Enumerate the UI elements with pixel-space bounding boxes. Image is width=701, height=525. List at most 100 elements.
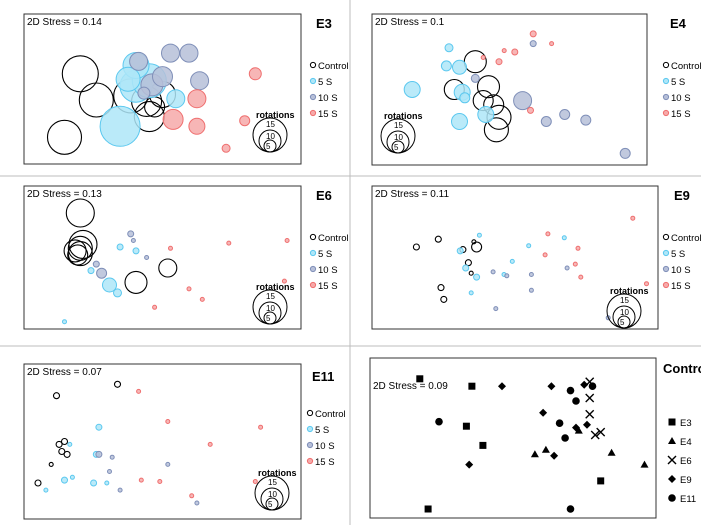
- point-s5: [87, 267, 95, 275]
- legend-marker-s15: [662, 109, 670, 117]
- size-legend-value: 5: [268, 500, 273, 509]
- point-control: [464, 259, 472, 267]
- legend-marker-s10: [662, 93, 670, 101]
- point-s5: [477, 106, 495, 123]
- point-s5: [113, 288, 122, 298]
- size-legend-value: 15: [268, 478, 277, 487]
- point-e3: [424, 505, 432, 513]
- point-control: [60, 437, 69, 446]
- legend-label-control: Control: [671, 61, 701, 72]
- point-s5: [473, 273, 481, 281]
- point-s10: [161, 43, 180, 63]
- stress-label: 2D Stress = 0.1: [375, 17, 445, 28]
- point-e11: [555, 419, 564, 428]
- point-control: [471, 241, 483, 253]
- size-legend-value: 15: [620, 296, 629, 305]
- point-control: [463, 50, 487, 74]
- point-s5: [476, 232, 482, 238]
- legend-label-s10: 10 S: [318, 93, 338, 104]
- point-e4: [541, 445, 550, 453]
- point-e3: [597, 477, 605, 485]
- legend-marker-s5: [309, 249, 317, 257]
- point-s5: [509, 258, 515, 264]
- point-s10: [528, 272, 534, 277]
- point-s15: [189, 493, 195, 499]
- point-control: [124, 270, 148, 294]
- point-s15: [644, 281, 649, 287]
- legend-marker-e6: [667, 455, 677, 465]
- point-s5: [468, 290, 474, 296]
- point-s10: [179, 43, 199, 63]
- size-legend-value: 10: [268, 490, 277, 499]
- point-s5: [115, 66, 141, 92]
- stress-label: 2D Stress = 0.11: [375, 189, 449, 200]
- point-s15: [152, 304, 158, 310]
- legend-label-e11: E11: [680, 494, 696, 505]
- point-control: [476, 75, 501, 99]
- legend-marker-s15: [309, 109, 317, 117]
- size-legend-value: 10: [266, 304, 275, 313]
- size-legend-value: 10: [620, 308, 629, 317]
- legend-label-control: Control: [318, 61, 349, 72]
- legend-marker-s15: [309, 281, 317, 289]
- size-legend-circle: [263, 311, 277, 325]
- legend-label-s15: 15 S: [318, 109, 338, 120]
- point-s5: [43, 487, 49, 493]
- panel-e9: E9 2D Stress = 0.11 Control 5 S 10 S 15 S rota…: [371, 185, 701, 330]
- size-legend-value: 15: [266, 120, 275, 129]
- point-s5: [132, 247, 140, 255]
- point-s5: [459, 92, 471, 104]
- point-s5: [90, 479, 98, 487]
- point-s5: [456, 247, 464, 255]
- legend-label-control: Control: [671, 233, 701, 244]
- point-s10: [559, 109, 571, 120]
- point-s15: [162, 108, 184, 130]
- point-e6: [585, 409, 595, 419]
- point-s5: [526, 243, 532, 249]
- size-legend-title: rotations: [258, 468, 297, 478]
- point-e11: [566, 505, 575, 513]
- point-s15: [630, 215, 636, 221]
- point-s10: [96, 267, 108, 279]
- point-s5: [95, 423, 103, 431]
- point-e9: [572, 423, 580, 432]
- point-s15: [549, 41, 555, 47]
- point-s10: [504, 273, 510, 279]
- point-e11: [588, 382, 597, 391]
- panel-contro: Contro 2D Stress = 0.09 E3 E4 E6 E9 E11: [369, 357, 701, 519]
- point-s15: [165, 419, 171, 424]
- point-s15: [187, 89, 207, 109]
- point-s15: [186, 286, 192, 292]
- point-e9: [498, 382, 506, 391]
- legend-label-e4: E4: [680, 437, 692, 448]
- point-e9: [550, 451, 559, 460]
- point-s15: [252, 479, 258, 484]
- legend-label-s15: 15 S: [671, 281, 691, 292]
- size-legend-value: 15: [394, 121, 403, 130]
- point-s10: [528, 287, 534, 293]
- point-s5: [452, 59, 467, 75]
- size-legend-circle: [617, 315, 631, 329]
- legend-marker-control: [662, 61, 670, 69]
- point-control: [63, 450, 71, 458]
- legend-label-control: Control: [315, 409, 346, 420]
- point-e11: [572, 397, 580, 405]
- point-e11: [566, 386, 575, 395]
- legend-label-s15: 15 S: [318, 281, 338, 292]
- plot-frame: [371, 185, 659, 330]
- point-e9: [547, 382, 556, 391]
- size-legend-value: 5: [620, 318, 625, 327]
- stress-label: 2D Stress = 0.13: [27, 189, 102, 200]
- point-s5: [444, 43, 454, 53]
- plot-frame: [369, 357, 657, 519]
- size-legend-title: rotations: [384, 111, 423, 121]
- point-control: [158, 258, 178, 278]
- point-control: [67, 235, 93, 261]
- point-s5: [62, 319, 67, 325]
- legend-label-s15: 15 S: [671, 109, 691, 120]
- size-legend-circle: [263, 139, 277, 153]
- point-control: [434, 235, 442, 243]
- point-s15: [527, 106, 534, 114]
- point-control: [46, 119, 83, 155]
